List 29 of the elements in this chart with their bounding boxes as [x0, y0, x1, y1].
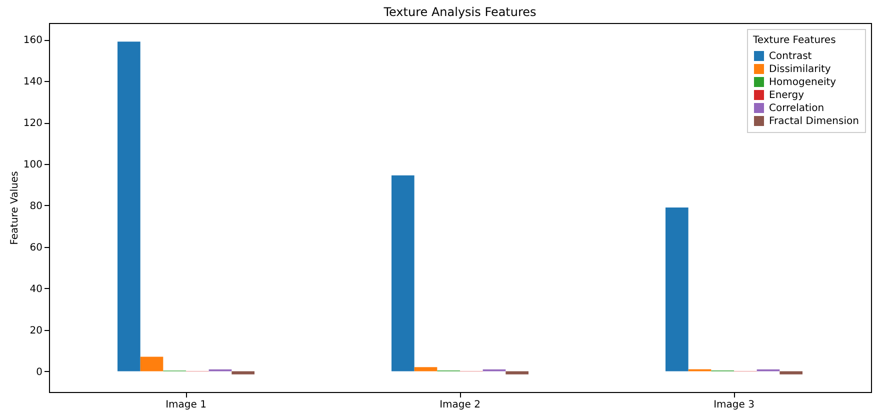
bar	[666, 208, 688, 372]
legend-label: Contrast	[769, 51, 812, 62]
bar	[140, 356, 164, 372]
y-tick-label: 20	[30, 325, 42, 336]
x-tick-label: Image 3	[714, 400, 754, 410]
y-axis-title: Feature Values	[9, 171, 20, 245]
bar	[392, 175, 414, 372]
y-tick-label: 60	[30, 242, 42, 254]
y-tick-label: 140	[23, 76, 42, 88]
chart-title: Texture Analysis Features	[382, 5, 536, 19]
legend-label: Energy	[769, 90, 804, 101]
bar	[414, 367, 438, 372]
y-tick-label: 100	[23, 159, 42, 170]
x-tick-label: Image 1	[166, 400, 206, 410]
bar	[780, 371, 802, 374]
y-tick-label: 160	[23, 35, 42, 46]
legend-label: Dissimilarity	[769, 64, 831, 75]
legend-label: Fractal Dimension	[769, 116, 859, 127]
legend-title: Texture Features	[752, 35, 836, 46]
bar	[506, 371, 528, 374]
legend-label: Homogeneity	[769, 77, 836, 88]
y-tick-label: 0	[36, 366, 42, 378]
y-tick-label: 120	[23, 118, 42, 130]
y-tick-label: 40	[30, 284, 42, 295]
bar	[232, 371, 254, 374]
legend-label: Correlation	[769, 103, 824, 114]
y-tick-label: 80	[30, 200, 42, 212]
x-tick-label: Image 2	[440, 400, 480, 410]
bar	[118, 42, 140, 372]
